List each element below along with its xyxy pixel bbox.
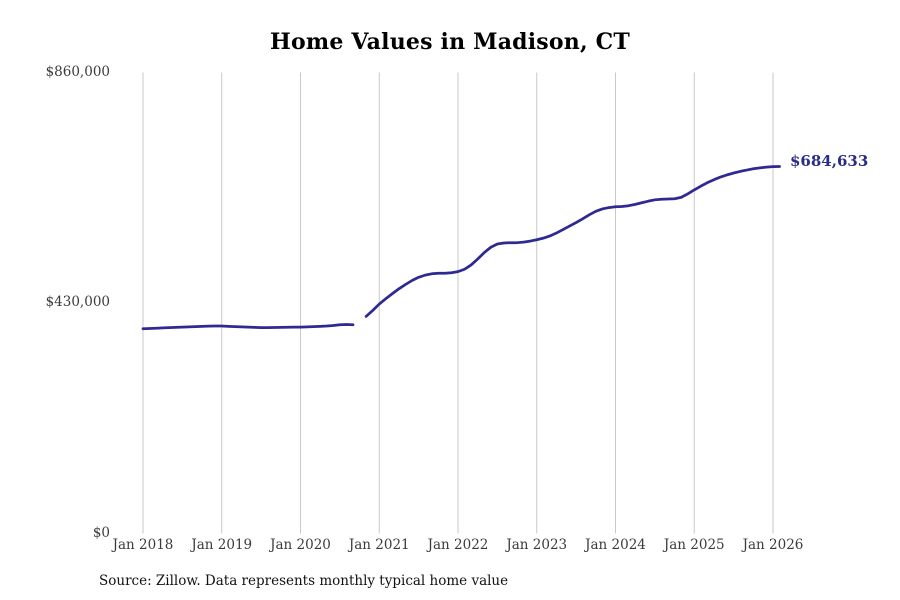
chart-title: Home Values in Madison, CT <box>270 29 630 55</box>
x-tick-label: Jan 2023 <box>506 537 568 553</box>
x-tick-label: Jan 2026 <box>742 537 804 553</box>
x-tick-label: Jan 2018 <box>112 537 174 553</box>
value-line-segment <box>141 323 355 331</box>
x-tick-label: Jan 2024 <box>585 537 646 553</box>
x-tick-label: Jan 2021 <box>348 537 410 553</box>
source-note: Source: Zillow. Data represents monthly … <box>99 573 509 589</box>
latest-value-label: $684,633 <box>790 152 869 170</box>
y-tick-label: $430,000 <box>45 294 110 310</box>
x-tick-label: Jan 2020 <box>270 537 331 553</box>
x-tick-label: Jan 2025 <box>663 537 725 553</box>
y-tick-label: $860,000 <box>45 63 110 80</box>
y-tick-label: $0 <box>92 524 110 541</box>
value-line-segment <box>364 165 781 318</box>
x-tick-label: Jan 2019 <box>191 537 253 553</box>
x-tick-label: Jan 2022 <box>427 537 489 553</box>
